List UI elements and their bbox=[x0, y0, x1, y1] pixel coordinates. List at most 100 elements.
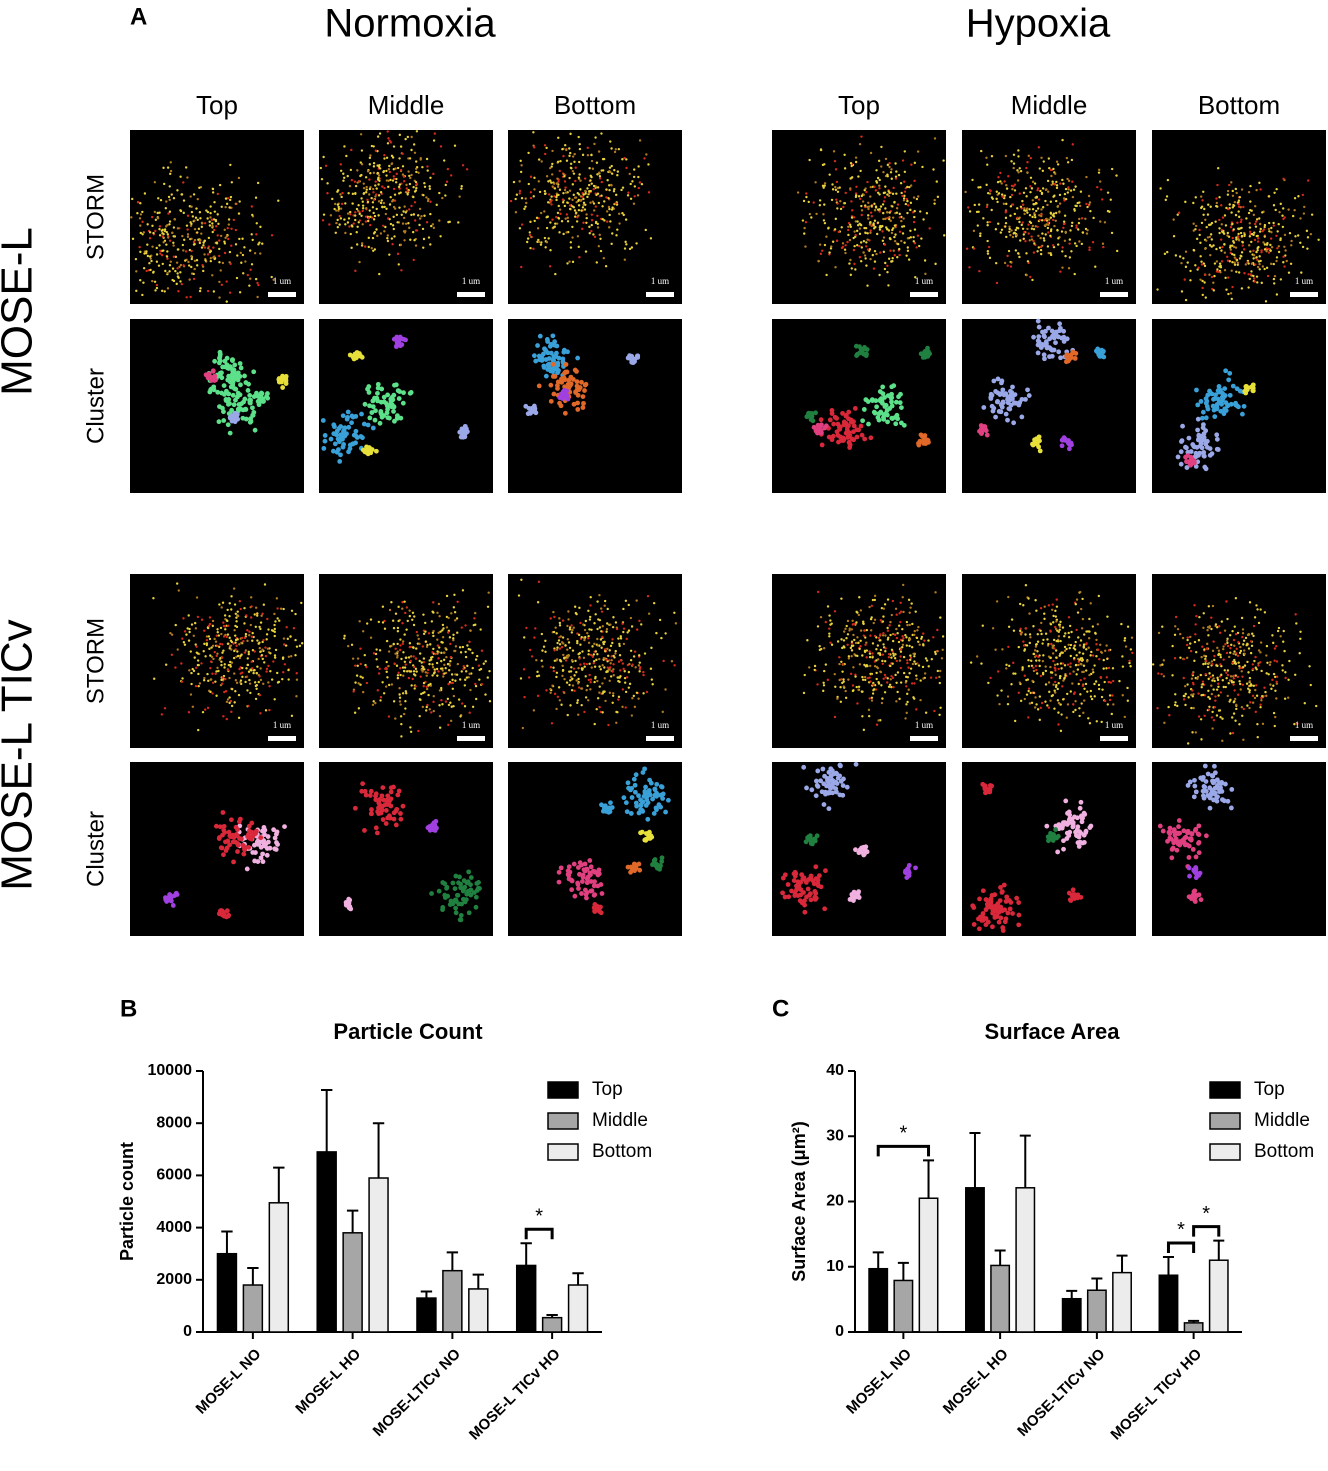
storm-dot bbox=[540, 659, 543, 662]
storm-dot bbox=[804, 220, 808, 224]
storm-dot bbox=[447, 616, 450, 620]
storm-dot bbox=[876, 191, 880, 194]
cluster-dot bbox=[535, 343, 540, 348]
storm-dot bbox=[922, 632, 925, 635]
storm-dot bbox=[211, 225, 214, 228]
storm-dot bbox=[278, 619, 281, 622]
storm-dot bbox=[194, 643, 197, 646]
storm-dot bbox=[403, 205, 406, 208]
storm-dot bbox=[1049, 200, 1053, 203]
storm-dot bbox=[392, 642, 395, 646]
storm-dot bbox=[621, 211, 624, 215]
storm-dot bbox=[633, 705, 637, 709]
storm-dot bbox=[1049, 229, 1053, 233]
storm-dot bbox=[259, 252, 262, 255]
storm-dot bbox=[622, 627, 626, 630]
storm-dot bbox=[349, 210, 352, 214]
storm-dot bbox=[1018, 192, 1022, 195]
storm-dot bbox=[590, 213, 594, 216]
storm-dot bbox=[849, 258, 852, 262]
cluster-dot bbox=[841, 437, 847, 442]
storm-dot bbox=[149, 268, 152, 272]
cluster-dot bbox=[553, 354, 559, 359]
storm-dot bbox=[429, 243, 432, 246]
storm-dot bbox=[874, 189, 878, 192]
storm-dot bbox=[628, 662, 631, 666]
storm-dot bbox=[212, 256, 215, 259]
storm-dot bbox=[464, 655, 468, 659]
storm-dot bbox=[887, 217, 891, 221]
storm-dot bbox=[912, 220, 916, 224]
storm-dot bbox=[549, 249, 552, 252]
storm-dot bbox=[407, 221, 410, 225]
storm-dot bbox=[424, 630, 427, 633]
storm-dot bbox=[294, 612, 297, 616]
storm-dot bbox=[825, 235, 828, 238]
storm-dot bbox=[187, 639, 191, 642]
storm-dot bbox=[906, 211, 909, 215]
storm-dot bbox=[595, 658, 598, 662]
storm-dot bbox=[399, 145, 403, 148]
storm-dot bbox=[563, 180, 567, 183]
storm-dot bbox=[221, 676, 224, 679]
storm-dot bbox=[420, 692, 423, 696]
storm-dot bbox=[374, 195, 377, 198]
scale-bar-label: 1 um bbox=[1105, 276, 1123, 286]
storm-dot bbox=[422, 193, 425, 197]
storm-dot bbox=[249, 668, 252, 671]
storm-dot bbox=[925, 212, 929, 215]
storm-dot bbox=[913, 161, 917, 165]
storm-dot bbox=[230, 608, 233, 611]
storm-dot bbox=[354, 192, 357, 196]
storm-dot bbox=[1025, 252, 1028, 255]
storm-dot bbox=[553, 659, 557, 663]
storm-dot bbox=[1068, 256, 1072, 259]
storm-dot bbox=[645, 690, 649, 694]
storm-dot bbox=[606, 178, 609, 182]
storm-dot bbox=[566, 638, 570, 641]
storm-dot bbox=[1029, 176, 1033, 179]
cluster-dot bbox=[545, 367, 551, 372]
storm-dot bbox=[426, 199, 430, 203]
storm-dot bbox=[547, 237, 550, 240]
storm-dot bbox=[882, 191, 886, 195]
cluster-dot bbox=[389, 402, 395, 407]
storm-dot bbox=[1004, 216, 1008, 220]
storm-dot bbox=[454, 619, 457, 622]
storm-dot bbox=[374, 184, 377, 187]
storm-dot bbox=[413, 201, 417, 204]
cluster-dot bbox=[1003, 411, 1009, 417]
storm-dot bbox=[1025, 207, 1029, 210]
storm-dot bbox=[368, 163, 372, 166]
cluster-dot bbox=[883, 412, 888, 417]
storm-dot bbox=[1164, 198, 1168, 202]
storm-dot bbox=[409, 659, 412, 663]
storm-dot bbox=[228, 250, 232, 254]
storm-dot bbox=[1055, 180, 1058, 184]
storm-dot bbox=[369, 618, 373, 621]
storm-dot bbox=[847, 655, 851, 658]
storm-dot bbox=[409, 655, 413, 658]
storm-dot bbox=[189, 295, 192, 299]
storm-dot bbox=[1001, 195, 1004, 198]
storm-dot bbox=[543, 210, 546, 213]
storm-dot bbox=[1265, 266, 1269, 270]
storm-dot bbox=[220, 606, 223, 609]
storm-dot bbox=[818, 203, 822, 207]
storm-dot bbox=[924, 657, 928, 660]
cluster-dot bbox=[373, 448, 379, 454]
storm-dot bbox=[512, 180, 516, 184]
storm-dot bbox=[366, 170, 370, 173]
storm-dot bbox=[365, 207, 368, 210]
cluster-dot bbox=[899, 405, 904, 410]
storm-dot bbox=[1272, 277, 1276, 281]
storm-dot bbox=[1275, 187, 1278, 191]
storm-dot bbox=[1226, 189, 1230, 193]
cluster-dot bbox=[230, 369, 236, 374]
storm-dot bbox=[343, 176, 346, 179]
cluster-dot bbox=[375, 385, 381, 391]
storm-dot bbox=[830, 245, 833, 248]
cluster-dot bbox=[223, 388, 229, 394]
storm-dot bbox=[203, 222, 207, 225]
storm-dot bbox=[426, 643, 429, 647]
